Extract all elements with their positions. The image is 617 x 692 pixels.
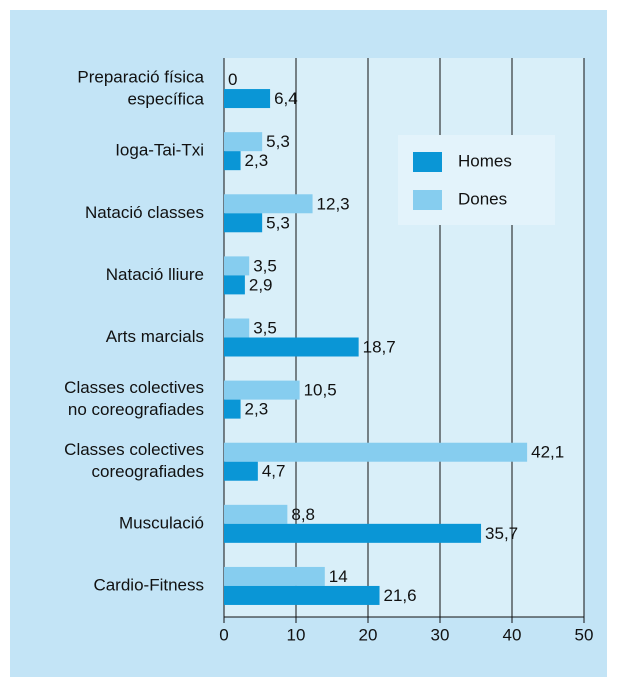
bar [224,442,528,462]
x-tick-label: 30 [431,625,450,644]
value-label: 5,3 [266,213,290,232]
y-tick-label: Musculació [119,513,204,532]
x-tick-label: 20 [359,625,378,644]
bar [224,504,288,524]
legend-label: Dones [458,189,507,208]
legend-swatch [413,190,442,210]
bar [224,213,263,233]
legend [398,135,555,225]
y-tick-label: Natació lliure [106,265,204,284]
y-tick-label: Classes colectives [64,378,204,397]
y-tick-label: Classes colectives [64,440,204,459]
value-label: 3,5 [253,256,277,275]
legend-label: Homes [458,151,512,170]
y-tick-label: Preparació física [77,68,204,87]
bar [224,380,300,400]
y-tick-label: Ioga-Tai-Txi [115,141,204,160]
bar [224,318,250,338]
y-tick-label: Cardio-Fitness [93,575,204,594]
value-label: 8,8 [291,505,315,524]
bar [224,194,313,214]
value-label: 42,1 [531,443,564,462]
value-label: 4,7 [262,462,286,481]
bar [224,256,250,276]
value-label: 2,3 [245,151,269,170]
y-tick-label: específica [127,90,204,109]
y-tick-label: coreografiades [92,462,204,481]
bar [224,461,258,481]
bar [224,151,241,171]
x-tick-label: 50 [575,625,594,644]
value-label: 2,9 [249,275,273,294]
value-label: 10,5 [304,381,337,400]
y-tick-label: no coreografiades [68,400,204,419]
bar [224,275,245,295]
value-label: 12,3 [317,194,350,213]
bar [224,399,241,419]
value-label: 0 [228,70,237,89]
x-tick-label: 0 [219,625,228,644]
value-label: 6,4 [274,89,298,108]
x-tick-label: 10 [287,625,306,644]
value-label: 14 [329,567,348,586]
value-label: 35,7 [485,524,518,543]
x-tick-label: 40 [503,625,522,644]
bar [224,89,271,109]
y-tick-label: Natació classes [85,203,204,222]
bar [224,585,380,605]
bar [224,337,359,357]
value-label: 21,6 [384,586,417,605]
y-tick-label: Arts marcials [106,327,204,346]
value-label: 2,3 [245,400,269,419]
value-label: 3,5 [253,318,277,337]
bar [224,523,482,543]
value-label: 5,3 [266,132,290,151]
legend-swatch [413,152,442,172]
bar [224,566,325,586]
bar [224,132,263,152]
value-label: 18,7 [363,337,396,356]
